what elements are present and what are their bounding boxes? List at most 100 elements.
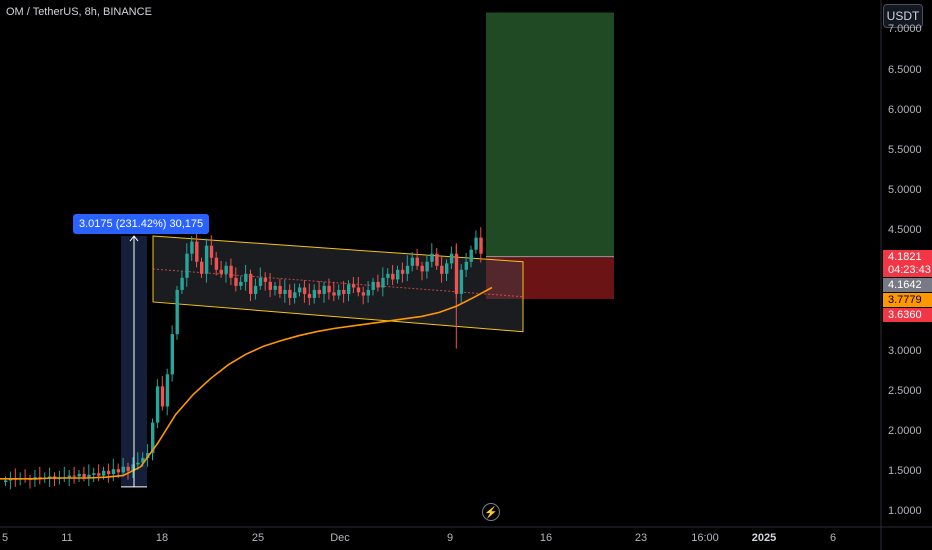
candle-body xyxy=(249,273,253,294)
candle-body xyxy=(376,281,380,288)
candle-body xyxy=(165,374,170,407)
y-axis-label: 6.5000 xyxy=(888,64,922,76)
candle-body xyxy=(136,462,140,465)
y-axis-label: 6.0000 xyxy=(888,104,922,116)
candle-body xyxy=(151,422,155,454)
candle-body xyxy=(283,289,287,294)
candle-body xyxy=(322,285,326,294)
symbol-title[interactable]: OM / TetherUS, 8h, BINANCE xyxy=(6,6,152,18)
candle-body xyxy=(185,253,189,278)
candle-body xyxy=(342,289,346,294)
candle-body xyxy=(116,469,121,473)
candle-body xyxy=(391,273,395,280)
ma-value-tag: 3.7779 xyxy=(883,293,932,307)
candle-body xyxy=(102,470,106,476)
candle-body xyxy=(170,334,174,375)
measure-arrowhead xyxy=(129,235,139,242)
candle-body xyxy=(449,253,454,264)
candle-body xyxy=(302,287,307,294)
candle-body xyxy=(288,289,292,298)
candle-body xyxy=(239,281,243,286)
candle-body xyxy=(72,475,76,477)
candle-body xyxy=(219,269,223,274)
candle-body xyxy=(361,292,366,296)
candle-body xyxy=(131,464,135,471)
candle-body xyxy=(141,457,145,463)
candle-body xyxy=(293,292,297,298)
x-axis-label: 11 xyxy=(61,532,73,544)
candle-body xyxy=(244,273,248,282)
candle-body xyxy=(410,257,415,266)
candles-layer xyxy=(4,227,483,490)
candle-body xyxy=(381,277,385,288)
x-axis-label: 5 xyxy=(1,532,9,544)
y-axis-label: 2.5000 xyxy=(888,385,922,397)
x-axis-label: 25 xyxy=(251,532,265,544)
candle-body xyxy=(87,474,91,478)
candle-body xyxy=(67,475,72,478)
measure-label: 3.0175 (231.42%) 30,175 xyxy=(73,214,210,234)
candle-body xyxy=(48,476,52,479)
candle-body xyxy=(200,261,204,274)
x-axis-label: 2025 xyxy=(751,532,777,544)
candle-body xyxy=(396,269,400,280)
candle-body xyxy=(278,285,282,294)
candle-body xyxy=(204,245,209,274)
candle-body xyxy=(327,285,331,293)
candle-body xyxy=(459,269,464,294)
x-axis-label: 18 xyxy=(155,532,169,544)
candle-body xyxy=(356,287,361,293)
candle-body xyxy=(332,292,336,296)
candle-body xyxy=(97,473,101,476)
candle-body xyxy=(209,245,214,258)
currency-button[interactable]: USDT xyxy=(883,4,923,28)
y-axis-label: 5.0000 xyxy=(888,184,922,196)
x-axis-label: 23 xyxy=(634,532,648,544)
candle-body xyxy=(190,241,194,254)
countdown-tag: 04:23:43 xyxy=(883,263,932,277)
candle-body xyxy=(298,287,302,293)
candle-body xyxy=(386,273,390,278)
candle-body xyxy=(253,285,258,294)
candle-body xyxy=(160,386,165,407)
candle-body xyxy=(445,263,449,274)
candle-body xyxy=(263,277,268,282)
candle-body xyxy=(400,269,405,274)
candle-body xyxy=(312,289,317,298)
candle-body xyxy=(4,480,8,483)
candle-body xyxy=(224,265,228,274)
candle-body xyxy=(106,470,111,475)
entry-price-tag: 4.1642 xyxy=(883,278,932,292)
parallel-channel xyxy=(152,235,524,333)
candle-body xyxy=(405,265,410,274)
candle-body xyxy=(175,289,179,335)
candle-body xyxy=(258,277,263,286)
x-axis-label: 6 xyxy=(829,532,837,544)
x-axis-label: Dec xyxy=(330,532,350,544)
y-axis-label: 3.0000 xyxy=(888,345,922,357)
drawings-layer xyxy=(0,235,614,488)
candle-body xyxy=(180,277,184,290)
candle-body xyxy=(474,237,478,250)
y-axis-label: 5.5000 xyxy=(888,144,922,156)
candle-body xyxy=(430,253,434,262)
lightning-icon[interactable]: ⚡ xyxy=(482,503,500,521)
candle-body xyxy=(420,265,424,272)
candle-body xyxy=(195,241,199,262)
candle-body xyxy=(307,293,312,298)
candle-body xyxy=(77,474,81,477)
candle-body xyxy=(234,277,238,286)
y-axis-label: 2.0000 xyxy=(888,425,922,437)
candle-body xyxy=(366,289,370,296)
candle-body xyxy=(347,284,351,294)
candle-body xyxy=(8,478,13,481)
candle-body xyxy=(435,253,439,266)
candle-body xyxy=(425,261,429,272)
candle-body xyxy=(415,257,419,266)
candle-body xyxy=(229,265,233,278)
candle-body xyxy=(214,257,219,270)
position-target-zone xyxy=(486,12,614,257)
chart-background-layer xyxy=(121,12,614,487)
y-axis-label: 1.5000 xyxy=(888,465,922,477)
